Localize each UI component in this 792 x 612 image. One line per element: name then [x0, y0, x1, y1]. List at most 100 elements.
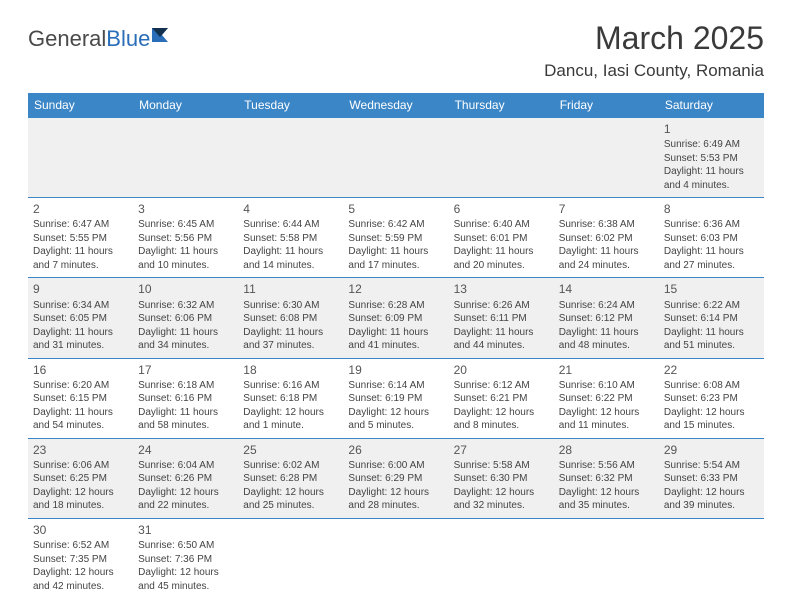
day-number: 28 [559, 442, 654, 458]
calendar-cell: 21Sunrise: 6:10 AMSunset: 6:22 PMDayligh… [554, 358, 659, 438]
title-block: March 2025 Dancu, Iasi County, Romania [544, 20, 764, 81]
calendar-cell: 22Sunrise: 6:08 AMSunset: 6:23 PMDayligh… [659, 358, 764, 438]
sunset-text: Sunset: 6:22 PM [559, 392, 654, 406]
sunrise-text: Sunrise: 6:26 AM [454, 299, 549, 313]
sunset-text: Sunset: 6:03 PM [664, 232, 759, 246]
daylight-text: Daylight: 12 hours [664, 406, 759, 420]
sunset-text: Sunset: 6:06 PM [138, 312, 233, 326]
daylight-text: and 39 minutes. [664, 499, 759, 513]
sunset-text: Sunset: 6:11 PM [454, 312, 549, 326]
day-number: 8 [664, 201, 759, 217]
sunset-text: Sunset: 6:29 PM [348, 472, 443, 486]
sunset-text: Sunset: 6:26 PM [138, 472, 233, 486]
day-number: 9 [33, 281, 128, 297]
day-number: 30 [33, 522, 128, 538]
daylight-text: and 35 minutes. [559, 499, 654, 513]
calendar-cell: 23Sunrise: 6:06 AMSunset: 6:25 PMDayligh… [28, 438, 133, 518]
day-number: 4 [243, 201, 338, 217]
calendar-table: SundayMondayTuesdayWednesdayThursdayFrid… [28, 93, 764, 598]
daylight-text: and 11 minutes. [559, 419, 654, 433]
calendar-week: 23Sunrise: 6:06 AMSunset: 6:25 PMDayligh… [28, 438, 764, 518]
day-number: 29 [664, 442, 759, 458]
calendar-cell: 9Sunrise: 6:34 AMSunset: 6:05 PMDaylight… [28, 278, 133, 358]
day-number: 27 [454, 442, 549, 458]
sunset-text: Sunset: 6:25 PM [33, 472, 128, 486]
calendar-week: 16Sunrise: 6:20 AMSunset: 6:15 PMDayligh… [28, 358, 764, 438]
sunset-text: Sunset: 5:56 PM [138, 232, 233, 246]
calendar-cell [449, 118, 554, 198]
day-number: 25 [243, 442, 338, 458]
daylight-text: Daylight: 11 hours [348, 326, 443, 340]
daylight-text: and 10 minutes. [138, 259, 233, 273]
calendar-cell: 5Sunrise: 6:42 AMSunset: 5:59 PMDaylight… [343, 198, 448, 278]
day-number: 13 [454, 281, 549, 297]
sunset-text: Sunset: 5:59 PM [348, 232, 443, 246]
sunset-text: Sunset: 6:32 PM [559, 472, 654, 486]
calendar-cell: 17Sunrise: 6:18 AMSunset: 6:16 PMDayligh… [133, 358, 238, 438]
day-header: Thursday [449, 93, 554, 118]
sunset-text: Sunset: 5:58 PM [243, 232, 338, 246]
day-number: 20 [454, 362, 549, 378]
calendar-cell: 4Sunrise: 6:44 AMSunset: 5:58 PMDaylight… [238, 198, 343, 278]
sunrise-text: Sunrise: 5:54 AM [664, 459, 759, 473]
page-header: GeneralBlue March 2025 Dancu, Iasi Count… [28, 20, 764, 81]
sunrise-text: Sunrise: 5:58 AM [454, 459, 549, 473]
daylight-text: and 5 minutes. [348, 419, 443, 433]
calendar-week: 30Sunrise: 6:52 AMSunset: 7:35 PMDayligh… [28, 518, 764, 598]
sunrise-text: Sunrise: 6:22 AM [664, 299, 759, 313]
daylight-text: Daylight: 11 hours [243, 245, 338, 259]
sunrise-text: Sunrise: 6:49 AM [664, 138, 759, 152]
sunset-text: Sunset: 5:53 PM [664, 152, 759, 166]
day-number: 14 [559, 281, 654, 297]
daylight-text: Daylight: 12 hours [243, 486, 338, 500]
day-number: 17 [138, 362, 233, 378]
daylight-text: and 15 minutes. [664, 419, 759, 433]
daylight-text: and 1 minute. [243, 419, 338, 433]
daylight-text: and 17 minutes. [348, 259, 443, 273]
calendar-cell [343, 518, 448, 598]
calendar-cell: 3Sunrise: 6:45 AMSunset: 5:56 PMDaylight… [133, 198, 238, 278]
calendar-cell: 27Sunrise: 5:58 AMSunset: 6:30 PMDayligh… [449, 438, 554, 518]
day-header: Sunday [28, 93, 133, 118]
calendar-cell: 7Sunrise: 6:38 AMSunset: 6:02 PMDaylight… [554, 198, 659, 278]
daylight-text: and 54 minutes. [33, 419, 128, 433]
daylight-text: Daylight: 12 hours [33, 486, 128, 500]
sunset-text: Sunset: 6:01 PM [454, 232, 549, 246]
sunrise-text: Sunrise: 6:10 AM [559, 379, 654, 393]
sunset-text: Sunset: 6:33 PM [664, 472, 759, 486]
sunrise-text: Sunrise: 6:14 AM [348, 379, 443, 393]
calendar-cell [28, 118, 133, 198]
calendar-head: SundayMondayTuesdayWednesdayThursdayFrid… [28, 93, 764, 118]
daylight-text: and 48 minutes. [559, 339, 654, 353]
calendar-cell: 10Sunrise: 6:32 AMSunset: 6:06 PMDayligh… [133, 278, 238, 358]
sunrise-text: Sunrise: 6:12 AM [454, 379, 549, 393]
calendar-week: 2Sunrise: 6:47 AMSunset: 5:55 PMDaylight… [28, 198, 764, 278]
calendar-cell: 25Sunrise: 6:02 AMSunset: 6:28 PMDayligh… [238, 438, 343, 518]
calendar-cell: 30Sunrise: 6:52 AMSunset: 7:35 PMDayligh… [28, 518, 133, 598]
calendar-cell [133, 118, 238, 198]
daylight-text: and 44 minutes. [454, 339, 549, 353]
daylight-text: and 22 minutes. [138, 499, 233, 513]
day-number: 16 [33, 362, 128, 378]
daylight-text: and 7 minutes. [33, 259, 128, 273]
sunrise-text: Sunrise: 6:08 AM [664, 379, 759, 393]
day-number: 7 [559, 201, 654, 217]
calendar-cell: 31Sunrise: 6:50 AMSunset: 7:36 PMDayligh… [133, 518, 238, 598]
daylight-text: and 20 minutes. [454, 259, 549, 273]
flag-icon [152, 26, 178, 52]
sunset-text: Sunset: 6:30 PM [454, 472, 549, 486]
daylight-text: and 51 minutes. [664, 339, 759, 353]
sunrise-text: Sunrise: 6:00 AM [348, 459, 443, 473]
daylight-text: and 18 minutes. [33, 499, 128, 513]
calendar-cell: 2Sunrise: 6:47 AMSunset: 5:55 PMDaylight… [28, 198, 133, 278]
daylight-text: and 37 minutes. [243, 339, 338, 353]
logo: GeneralBlue [28, 26, 178, 52]
sunset-text: Sunset: 6:23 PM [664, 392, 759, 406]
calendar-body: 1Sunrise: 6:49 AMSunset: 5:53 PMDaylight… [28, 118, 764, 599]
day-number: 31 [138, 522, 233, 538]
sunrise-text: Sunrise: 6:24 AM [559, 299, 654, 313]
calendar-cell: 11Sunrise: 6:30 AMSunset: 6:08 PMDayligh… [238, 278, 343, 358]
calendar-cell: 15Sunrise: 6:22 AMSunset: 6:14 PMDayligh… [659, 278, 764, 358]
daylight-text: and 8 minutes. [454, 419, 549, 433]
day-header: Saturday [659, 93, 764, 118]
